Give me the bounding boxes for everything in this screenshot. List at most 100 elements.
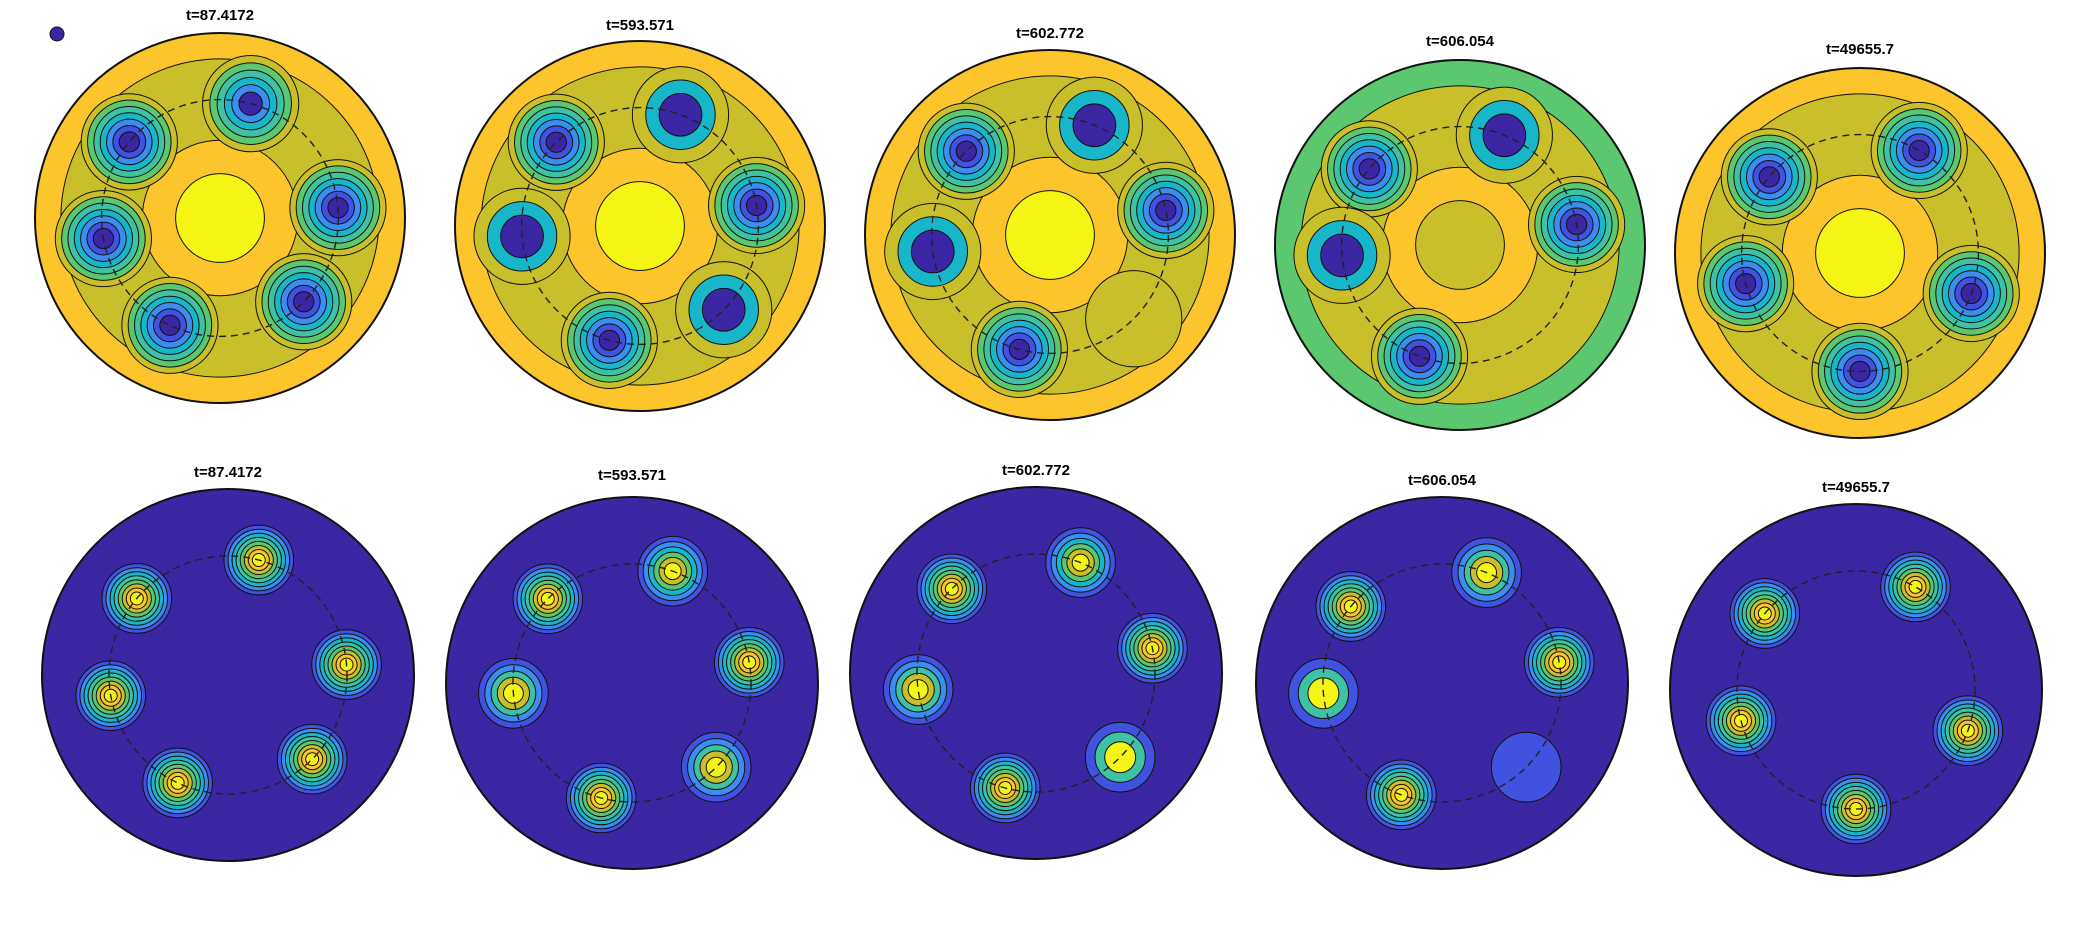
panel-title: t=87.4172 [194,464,262,481]
domain-boundary [445,496,819,870]
contour-panel-5: t=49655.7 [1674,41,2046,439]
corner-marker-dot [49,26,65,42]
vortex [1117,161,1215,259]
center-plateau [175,173,265,263]
center-plateau [1005,190,1095,280]
vortex [565,762,637,834]
vortex-contour [1155,199,1177,222]
vortex [75,660,147,731]
panel-fill [446,497,818,869]
reference-ring [100,98,340,338]
vortex-contour [1758,166,1780,188]
reference-ring [1740,133,1980,373]
vortex-contour [170,775,185,790]
vortex [54,189,152,288]
panel-fill [42,489,414,861]
panel-title: t=606.054 [1408,472,1477,489]
domain-boundary [1274,59,1646,431]
domain-boundary [34,32,406,404]
vortex [1370,307,1469,405]
vortex [255,253,353,351]
contour-panel-6: t=87.4172 [41,464,415,862]
vortex [631,66,730,164]
vortex-contour [159,314,181,336]
vortex [512,563,584,635]
domain-boundary [454,40,826,412]
vortex [917,102,1015,200]
panel-title: t=602.772 [1016,25,1084,42]
vortex [916,553,988,625]
panel-fill [850,487,1222,859]
vortex [507,93,605,191]
domain-boundary [1674,67,2046,439]
vortex [1870,101,1968,200]
reference-ring [108,555,348,795]
contour-panel-7: t=593.571 [445,467,819,870]
domain-boundary [41,488,415,862]
vortex [680,731,752,803]
panel-title: t=593.571 [606,17,674,34]
vortex [276,723,348,795]
reference-ring [1340,125,1580,365]
vortex [560,291,658,389]
vortex-contour [1358,158,1380,180]
contour-panel-9: t=606.054 [1255,472,1629,870]
panels-group: t=87.4172 t=593.571 t=602.772 t=606.054 t=49… [34,7,2046,877]
contour-panel-3: t=602.772 [864,25,1236,421]
panel-title: t=593.571 [598,467,666,484]
contour-panel-8: t=602.772 [849,462,1223,860]
domain-boundary [864,49,1236,421]
vortex [884,202,982,301]
vortex [1922,244,2020,343]
vortex [121,276,219,374]
vortex-contour [1908,579,1923,594]
domain-boundary [1669,503,2043,877]
contour-panel-4: t=606.054 [1274,33,1646,431]
contour-panel-10: t=49655.7 [1669,479,2043,877]
vortex [80,93,178,191]
panel-title: t=87.4172 [186,7,254,24]
vortex [1820,773,1892,845]
panel-title: t=602.772 [1002,462,1070,479]
reference-ring [930,115,1170,355]
vortex [675,261,773,359]
center-plateau [1815,208,1905,298]
panel-title: t=49655.7 [1822,479,1890,496]
domain-boundary [849,486,1223,860]
vortex [713,627,785,698]
reference-ring [520,106,760,346]
panel-fill [1275,60,1645,430]
contour-panel-2: t=593.571 [454,17,826,412]
vortex-contour [907,679,929,701]
vortex-contour [1104,741,1137,774]
reference-ring [916,553,1156,793]
panel-fill [35,33,405,403]
panel-fill [865,50,1235,420]
vortex [142,747,214,819]
vortex-contour [118,131,140,153]
vortex [1720,128,1818,226]
vortex-contour [1408,345,1431,367]
vortex-contour [1490,731,1562,803]
reference-ring [512,563,752,803]
panel-fill [1670,504,2042,876]
vortex [882,654,954,725]
vortex [1320,120,1418,218]
vortex [1880,551,1951,623]
vortex-contour [910,229,955,274]
vortex-contour [658,92,703,137]
domain-boundary [1255,496,1629,870]
reference-ring [1322,563,1562,803]
panel-fill [1675,68,2045,438]
center-plateau [595,181,685,271]
corner-marker [49,26,65,42]
vortex-contour [701,287,746,332]
vortex [1490,731,1562,803]
panel-fill [455,41,825,411]
vortex [1084,721,1156,793]
vortex-contour [705,756,727,778]
panel-title: t=49655.7 [1826,41,1894,58]
reference-ring [1736,570,1976,810]
panel-title: t=606.054 [1426,33,1495,50]
